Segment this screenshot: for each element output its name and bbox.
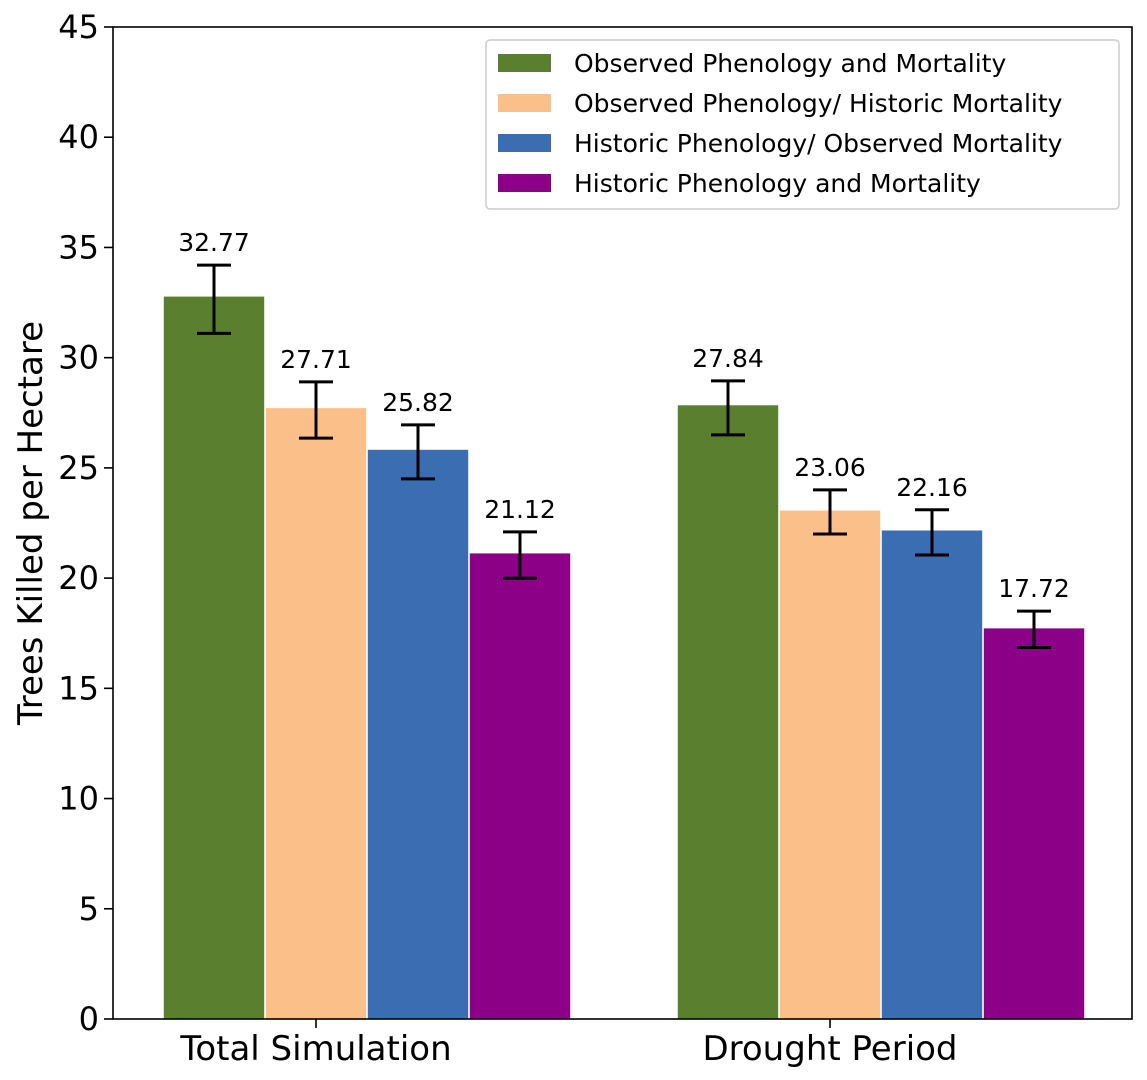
- error-bar: [197, 263, 231, 335]
- data-label: 22.16: [896, 473, 968, 502]
- error-bar: [915, 508, 949, 557]
- y-tick-label: 10: [58, 780, 99, 818]
- bar: [163, 296, 265, 1020]
- error-bar: [299, 380, 333, 440]
- bar: [983, 628, 1085, 1019]
- x-tick-label: Total Simulation: [179, 1029, 451, 1069]
- error-bar: [401, 423, 435, 481]
- bar: [779, 510, 881, 1019]
- y-axis: 0 5 10 15 20 25 30 35 40 45: [58, 8, 113, 1038]
- y-tick-label: 45: [58, 8, 99, 46]
- y-tick-label: 5: [79, 890, 99, 928]
- bars-layer: [163, 296, 1085, 1020]
- data-label: 17.72: [998, 574, 1070, 603]
- bar: [881, 530, 983, 1019]
- y-tick-label: 35: [58, 228, 99, 266]
- error-bar: [503, 530, 537, 580]
- legend-item: Historic Phenology/ Observed Mortality: [498, 129, 1063, 158]
- error-bars-layer: [197, 263, 1051, 650]
- y-tick-label: 25: [58, 449, 99, 487]
- error-bar: [813, 488, 847, 536]
- y-tick-label: 0: [79, 1000, 99, 1038]
- y-tick-label: 20: [58, 559, 99, 597]
- y-axis-label: Trees Killed per Hectare: [11, 321, 51, 726]
- legend-frame: [485, 39, 1120, 210]
- legend-item: Observed Phenology/ Historic Mortality: [498, 89, 1063, 118]
- legend-label: Historic Phenology and Mortality: [574, 169, 981, 198]
- bar: [265, 408, 367, 1019]
- data-label: 32.77: [178, 228, 250, 257]
- error-bar: [711, 379, 745, 437]
- legend-swatch: [498, 54, 551, 72]
- legend-swatch: [498, 174, 551, 192]
- plot-area-frame: [112, 26, 1133, 1020]
- legend-item: Historic Phenology and Mortality: [498, 169, 981, 198]
- bar: [677, 405, 779, 1019]
- bar: [469, 553, 571, 1019]
- y-tick-label: 30: [58, 339, 99, 377]
- bar: [367, 449, 469, 1019]
- data-label: 23.06: [794, 453, 866, 482]
- error-bar: [1017, 609, 1051, 650]
- legend-label: Historic Phenology/ Observed Mortality: [574, 129, 1063, 158]
- data-label: 27.71: [280, 345, 352, 374]
- legend-swatch: [498, 94, 551, 112]
- x-axis: Total Simulation Drought Period: [179, 1019, 958, 1069]
- legend: Observed Phenology and Mortality Observed…: [485, 39, 1120, 210]
- y-tick-label: 15: [58, 669, 99, 707]
- data-label: 27.84: [692, 344, 764, 373]
- value-labels-layer: 32.77 27.84 27.71 23.06 25.82 22.16 21.12 17.72: [178, 228, 1070, 603]
- data-label: 25.82: [382, 388, 454, 417]
- legend-label: Observed Phenology and Mortality: [574, 49, 1006, 78]
- y-tick-label: 40: [58, 118, 99, 156]
- data-label: 21.12: [484, 495, 556, 524]
- legend-swatch: [498, 134, 551, 152]
- x-tick-label: Drought Period: [702, 1029, 957, 1069]
- legend-item: Observed Phenology and Mortality: [498, 49, 1006, 78]
- legend-label: Observed Phenology/ Historic Mortality: [574, 89, 1063, 118]
